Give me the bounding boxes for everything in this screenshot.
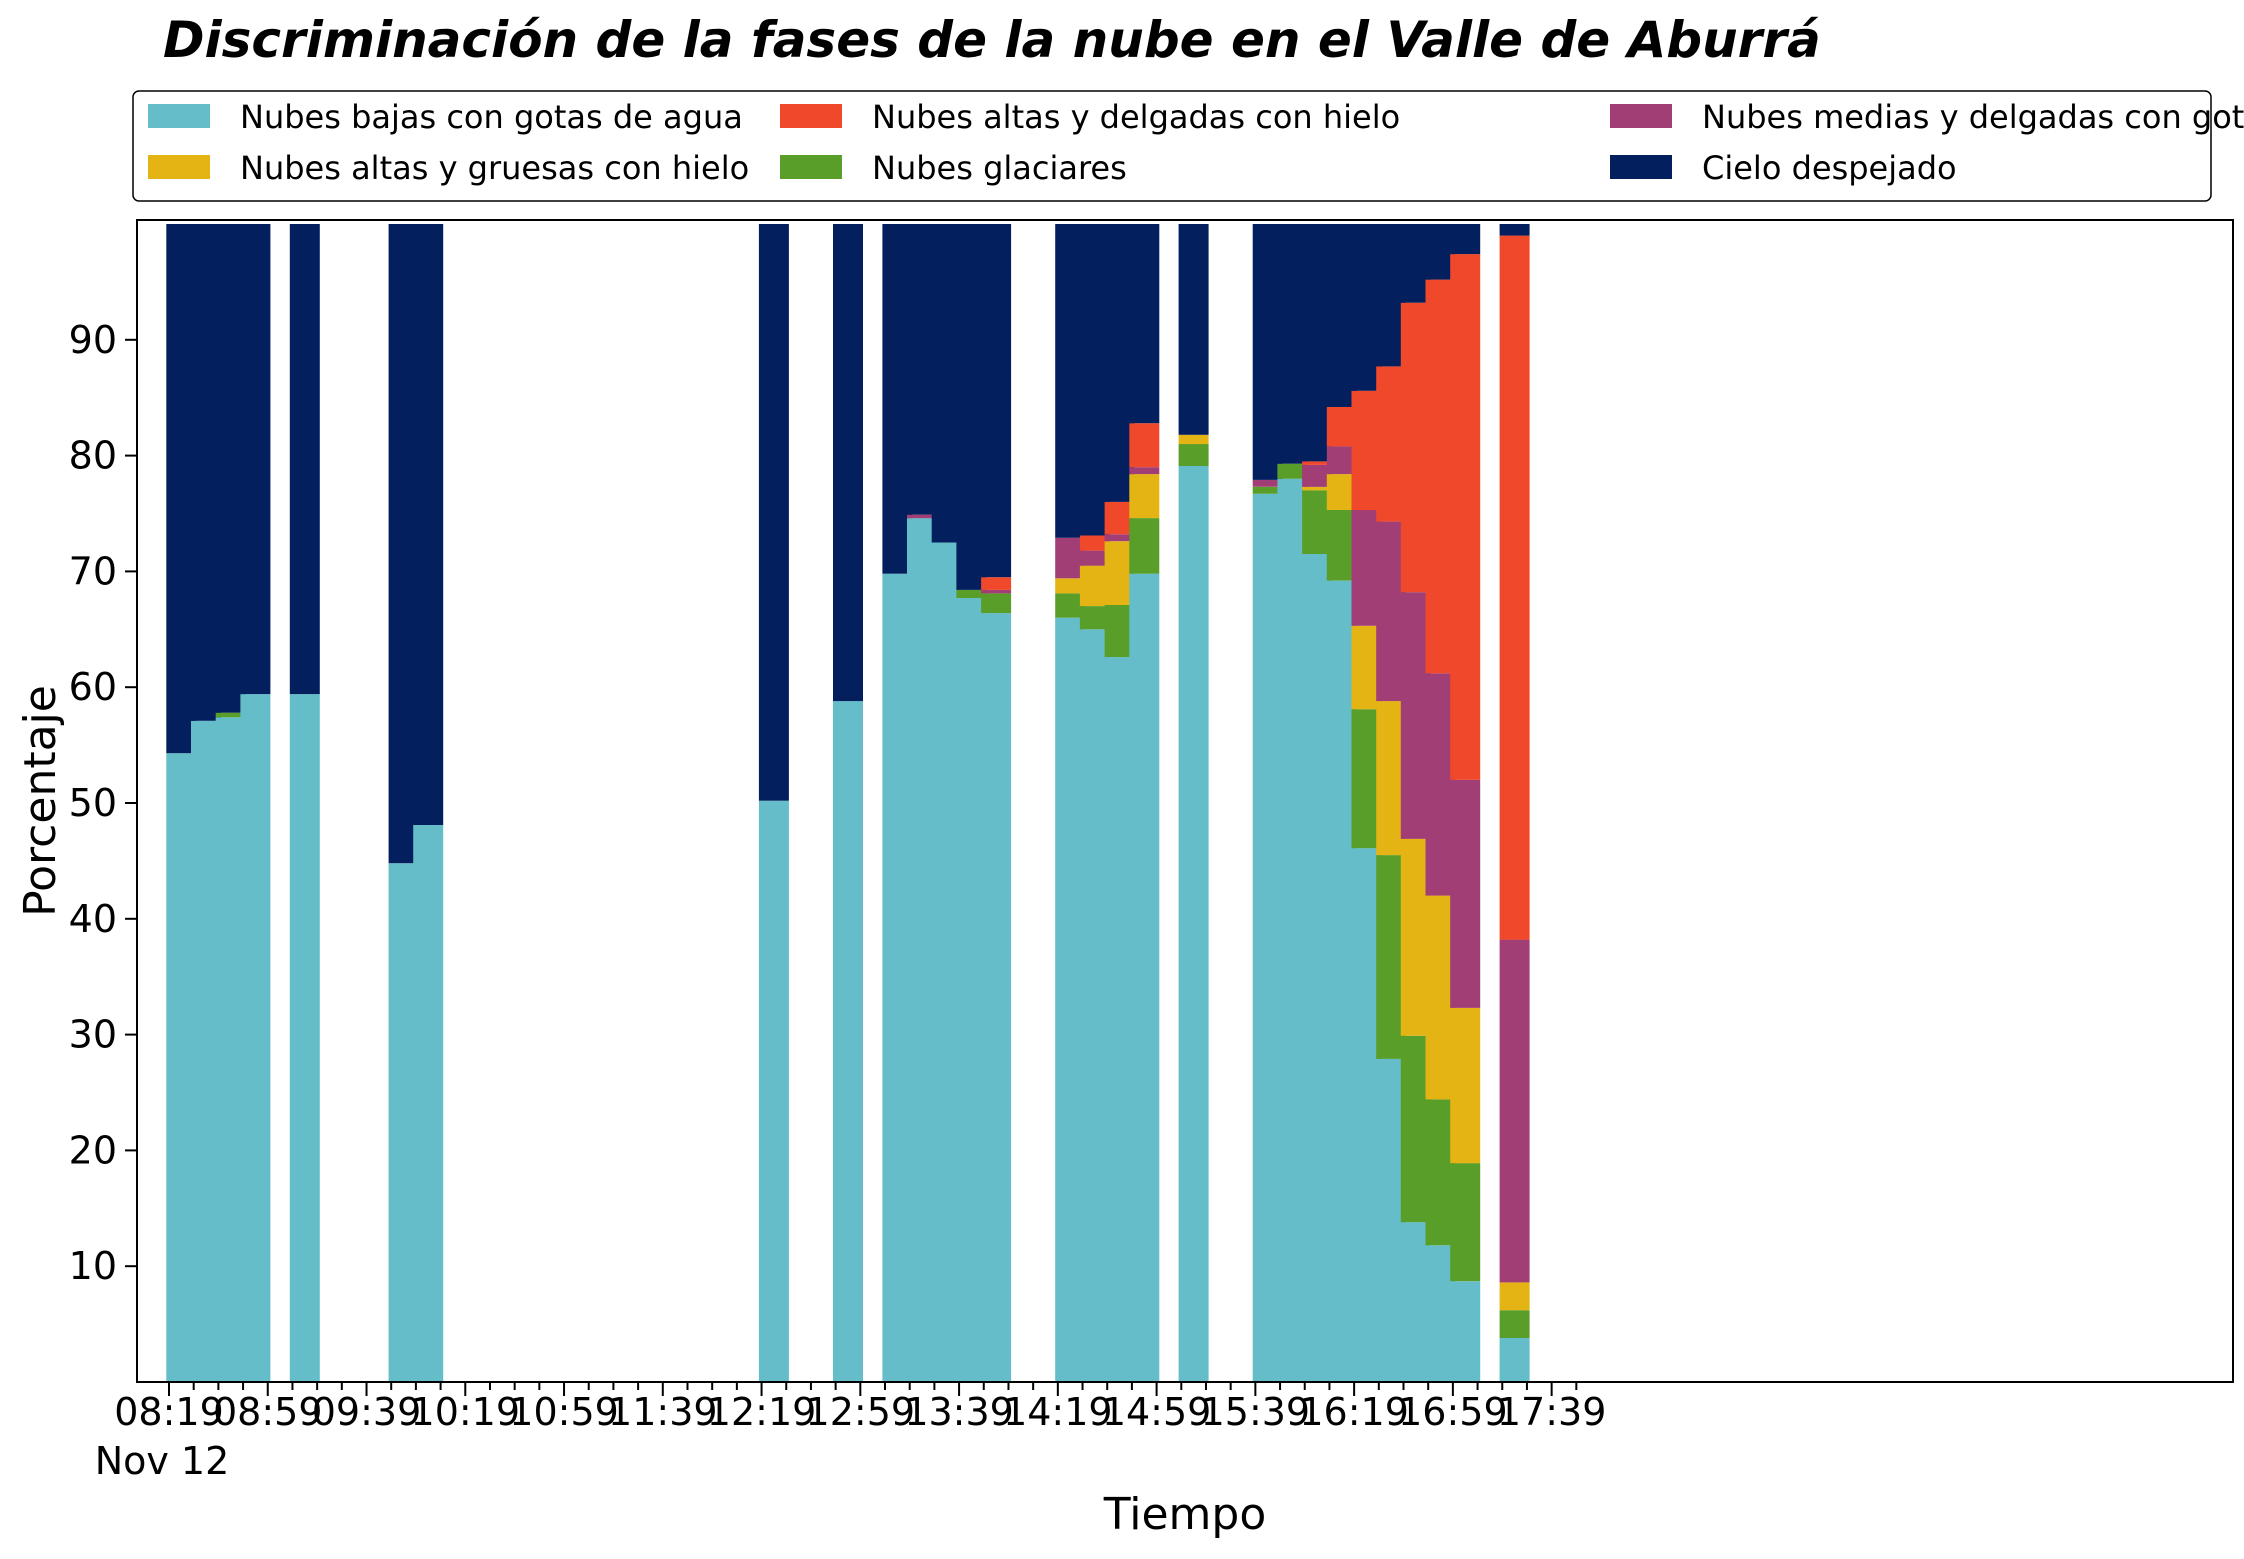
- chart-title: Discriminación de la fases de la nube en…: [163, 11, 1821, 69]
- bar-0854-cielo-despejado: [240, 224, 271, 695]
- y-tick-label-80: 80: [69, 434, 117, 478]
- legend-swatch-nubes-bajas-con-gotas-de-agua: [148, 104, 210, 128]
- legend-frame: [132, 90, 2212, 202]
- bar-1254-cielo-despejado: [833, 224, 863, 702]
- x-tick-label-1419: 14:19: [1003, 1390, 1113, 1434]
- bar-1514-nubes-bajas-con-gotas-de-agua: [1178, 466, 1209, 1382]
- bar-1224-nubes-bajas-con-gotas-de-agua: [758, 800, 789, 1382]
- bar-1454-cielo-despejado: [1129, 224, 1160, 424]
- bar-1354-nubes-glaciares: [981, 593, 1012, 614]
- bar-0914-nubes-bajas-con-gotas-de-agua: [289, 694, 320, 1382]
- legend-label-nubes-bajas-con-gotas-de-agua: Nubes bajas con gotas de agua: [240, 98, 743, 136]
- legend-label-nubes-altas-y-gruesas-con-hielo: Nubes altas y gruesas con hielo: [240, 149, 749, 187]
- bar-0914-cielo-despejado: [289, 224, 320, 695]
- bar-1454-nubes-medias-y-delgadas-con-gotas-de-agua: [1129, 467, 1160, 475]
- bars-group: [166, 224, 1530, 1382]
- x-tick-label-1059: 10:59: [509, 1390, 619, 1434]
- x-tick-label-1259: 12:59: [806, 1390, 916, 1434]
- x-tick-label-1539: 15:39: [1201, 1390, 1311, 1434]
- y-tick-label-30: 30: [69, 1013, 117, 1057]
- bar-1724-nubes-bajas-con-gotas-de-agua: [1499, 1338, 1530, 1382]
- x-tick-label-1019: 10:19: [411, 1390, 521, 1434]
- bar-1704-nubes-altas-y-gruesas-con-hielo: [1450, 1008, 1481, 1164]
- legend-label-nubes-altas-y-delgadas-con-hielo: Nubes altas y delgadas con hielo: [872, 98, 1400, 136]
- bar-1544-nubes-medias-y-delgadas-con-gotas-de-agua: [1252, 479, 1283, 487]
- bar-1354-nubes-bajas-con-gotas-de-agua: [981, 613, 1012, 1382]
- bar-1434-nubes-altas-y-delgadas-con-hielo: [1079, 535, 1110, 551]
- bar-1604-nubes-altas-y-delgadas-con-hielo: [1302, 461, 1333, 465]
- y-tick-label-90: 90: [69, 318, 117, 362]
- bar-1454-nubes-altas-y-gruesas-con-hielo: [1129, 474, 1160, 519]
- bar-0854-nubes-bajas-con-gotas-de-agua: [240, 694, 271, 1382]
- bar-1604-nubes-altas-y-gruesas-con-hielo: [1302, 486, 1333, 491]
- bar-1704-nubes-bajas-con-gotas-de-agua: [1450, 1281, 1481, 1382]
- bar-1724-nubes-medias-y-delgadas-con-gotas-de-agua: [1499, 939, 1530, 1283]
- x-tick-label-1459: 14:59: [1102, 1390, 1212, 1434]
- bar-1354-nubes-medias-y-delgadas-con-gotas-de-agua: [981, 589, 1012, 594]
- bar-1254-nubes-bajas-con-gotas-de-agua: [833, 701, 863, 1382]
- y-tick-label-40: 40: [69, 897, 117, 941]
- y-tick-label-70: 70: [69, 549, 117, 593]
- x-tick-label-1739: 17:39: [1497, 1390, 1607, 1434]
- bar-1724-cielo-despejado: [1499, 224, 1530, 236]
- x-tick-label-0859: 08:59: [213, 1390, 323, 1434]
- legend-swatch-nubes-medias-y-delgadas-con-gotas-de-agua: [1610, 104, 1672, 128]
- plot-frame: [136, 219, 2234, 1383]
- x-tick-label-0819: 08:19: [114, 1390, 224, 1434]
- y-tick-label-10: 10: [69, 1244, 117, 1288]
- bar-1224-cielo-despejado: [758, 224, 789, 801]
- bar-1704-cielo-despejado: [1450, 224, 1481, 255]
- x-tick-label-1619: 16:19: [1299, 1390, 1409, 1434]
- x-tick-label-1219: 12:19: [707, 1390, 817, 1434]
- legend-label-nubes-medias-y-delgadas-con-gotas-de-agua: Nubes medias y delgadas con gotas de agu…: [1702, 98, 2244, 136]
- legend-label-nubes-glaciares: Nubes glaciares: [872, 149, 1127, 187]
- x-axis-date-label: Nov 12: [95, 1439, 230, 1483]
- bar-1704-nubes-altas-y-delgadas-con-hielo: [1450, 254, 1481, 780]
- bar-0844-nubes-glaciares: [215, 712, 246, 718]
- bar-1454-nubes-glaciares: [1129, 518, 1160, 574]
- bar-1354-cielo-despejado: [981, 224, 1012, 578]
- legend-swatch-cielo-despejado: [1610, 155, 1672, 179]
- y-axis-label: Porcentaje: [15, 685, 66, 917]
- bar-1454-nubes-bajas-con-gotas-de-agua: [1129, 573, 1160, 1382]
- legend-swatch-nubes-altas-y-delgadas-con-hielo: [780, 104, 842, 128]
- bar-1514-nubes-altas-y-gruesas-con-hielo: [1178, 434, 1209, 445]
- x-axis: 08:1908:5909:3910:1910:5911:3912:1912:59…: [114, 1382, 1606, 1434]
- bar-1704-nubes-glaciares: [1450, 1163, 1481, 1282]
- bar-1004-cielo-despejado: [413, 224, 444, 825]
- y-tick-label-20: 20: [69, 1128, 117, 1172]
- bar-1344-nubes-glaciares: [956, 589, 987, 598]
- bar-1704-nubes-medias-y-delgadas-con-gotas-de-agua: [1450, 779, 1481, 1008]
- legend-swatch-nubes-glaciares: [780, 155, 842, 179]
- bar-1424-nubes-altas-y-gruesas-con-hielo: [1055, 578, 1086, 594]
- x-tick-label-1139: 11:39: [608, 1390, 718, 1434]
- bar-1444-nubes-medias-y-delgadas-con-gotas-de-agua: [1104, 534, 1135, 542]
- bar-1354-nubes-altas-y-delgadas-con-hielo: [981, 577, 1012, 590]
- bar-1514-nubes-glaciares: [1178, 444, 1209, 466]
- legend-swatch-nubes-altas-y-gruesas-con-hielo: [148, 155, 210, 179]
- bar-1434-nubes-medias-y-delgadas-con-gotas-de-agua: [1079, 550, 1110, 566]
- bar-1324-nubes-medias-y-delgadas-con-gotas-de-agua: [907, 514, 937, 519]
- bar-1434-nubes-glaciares: [1079, 606, 1110, 630]
- bar-1724-nubes-altas-y-gruesas-con-hielo: [1499, 1282, 1530, 1311]
- bar-1724-nubes-glaciares: [1499, 1310, 1530, 1338]
- bar-1454-nubes-altas-y-delgadas-con-hielo: [1129, 423, 1160, 468]
- bar-1724-nubes-altas-y-delgadas-con-hielo: [1499, 235, 1530, 940]
- x-tick-label-1659: 16:59: [1398, 1390, 1508, 1434]
- bar-1514-cielo-despejado: [1178, 224, 1209, 435]
- x-axis-label: Tiempo: [1103, 1489, 1267, 1540]
- bar-1544-nubes-glaciares: [1252, 486, 1283, 494]
- legend: Nubes bajas con gotas de agua Nubes altas…: [132, 90, 2244, 202]
- legend-label-cielo-despejado: Cielo despejado: [1702, 149, 1957, 187]
- bar-1554-nubes-glaciares: [1277, 463, 1308, 479]
- y-axis: 10 20 30 40 50 60 70 80 90: [69, 318, 137, 1288]
- y-tick-label-60: 60: [69, 665, 117, 709]
- x-tick-label-1339: 13:39: [904, 1390, 1014, 1434]
- bar-1604-nubes-medias-y-delgadas-con-gotas-de-agua: [1302, 464, 1333, 487]
- y-tick-label-50: 50: [69, 781, 117, 825]
- bar-1004-nubes-bajas-con-gotas-de-agua: [413, 825, 444, 1382]
- x-tick-label-0939: 09:39: [312, 1390, 422, 1434]
